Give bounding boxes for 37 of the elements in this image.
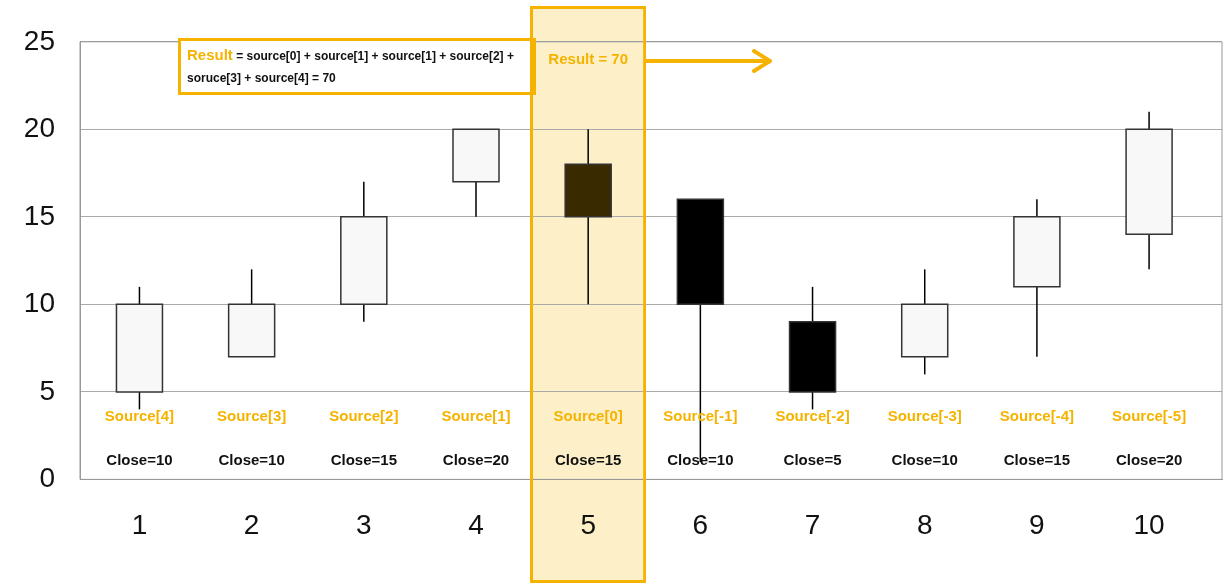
annotation: Close=20 [442,450,510,468]
x-tick-label: 7 [804,508,821,540]
annotation: Close=10 [891,450,958,468]
y-tick-label: 15 [23,199,55,231]
x-tick-label: 4 [468,508,484,540]
y-tick-label: 0 [39,462,55,494]
annotation: Source[-5] [1111,406,1187,424]
y-tick-label: 10 [23,287,55,319]
y-tick-label: 5 [39,374,55,406]
x-tick-label: 9 [1029,508,1045,540]
annotation: Source[0] [553,406,623,424]
annotation: Close=20 [1115,450,1183,468]
x-tick-label: 8 [916,508,933,540]
y-tick-label: 25 [23,24,55,56]
annotation: Close=15 [330,450,397,468]
x-tick-label: 10 [1133,508,1165,540]
annotation: Source[3] [217,406,287,424]
x-tick-label: 5 [580,508,596,540]
annotation: Source[-3] [887,406,962,424]
annotation: Result = source[0] + source[1] + source[1] + source[2] + soruce[3] + source[4] = 70 [187,46,514,85]
annotation: Source[2] [329,406,399,424]
annotation: Source[1] [441,406,511,424]
annotation: Close=10 [667,450,734,468]
annotation: Close=5 [783,450,842,468]
x-tick-label: 1 [131,508,148,540]
band-label: Result = 70 [548,50,628,68]
annotation: Source[-2] [775,406,850,424]
annotation: Close=10 [218,450,285,468]
x-tick-label: 6 [692,508,709,540]
y-tick-label: 20 [23,112,55,144]
annotation: Source[-4] [999,406,1074,424]
annotation: Close=10 [106,450,173,468]
x-tick-label: 2 [243,508,260,540]
x-tick-label: 3 [356,508,372,540]
annotation: Close=15 [1003,450,1071,468]
annotation: Close=15 [555,450,622,468]
annotation: Source[4] [104,406,175,424]
